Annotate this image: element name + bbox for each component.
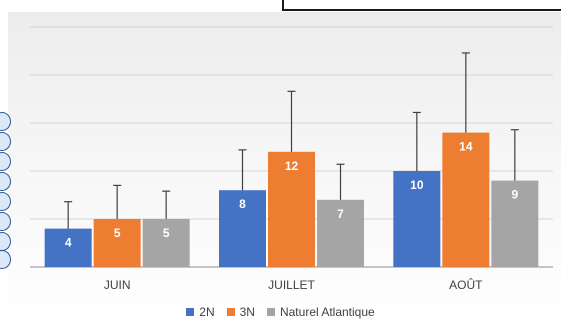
bar-naturel-atlantique [317,199,364,267]
legend-label: 2N [199,305,215,319]
data-label: 5 [163,226,170,240]
left-shape-stack [0,112,14,269]
legend-item: 2N [186,305,215,319]
legend-item: 3N [226,305,255,319]
data-label: 8 [239,197,246,211]
bar-3n [442,132,490,267]
data-labels: 4 5 5 8 12 7 10 14 9 [65,140,519,250]
legend-item: Naturel Atlantique [266,305,375,319]
data-label: 12 [285,159,299,173]
bar-naturel-atlantique [142,219,190,267]
bars [44,132,539,267]
bar-3n [268,151,315,267]
x-axis-labels: JUIN JUILLET AOÛT [104,277,483,292]
data-label: 7 [337,207,344,221]
legend: 2N 3N Naturel Atlantique [0,302,561,322]
x-tick-label: JUILLET [268,278,315,292]
legend-swatch [186,308,195,316]
data-label: 9 [511,188,518,202]
x-tick-label: JUIN [104,278,131,292]
header-box [282,0,561,11]
error-bars [64,52,519,229]
bar-naturel-atlantique [491,180,539,267]
legend-swatch [266,308,275,316]
data-label: 10 [410,178,424,192]
x-tick-label: AOÛT [449,277,483,292]
legend-swatch [226,308,235,316]
data-label: 5 [114,226,121,240]
legend-label: Naturel Atlantique [279,305,375,319]
data-label: 14 [459,140,473,154]
bar-2n [44,228,92,267]
bar-3n [93,219,141,267]
bar-2n [393,171,441,267]
bar-2n [219,190,266,267]
data-label: 4 [65,236,72,250]
legend-label: 3N [239,305,255,319]
